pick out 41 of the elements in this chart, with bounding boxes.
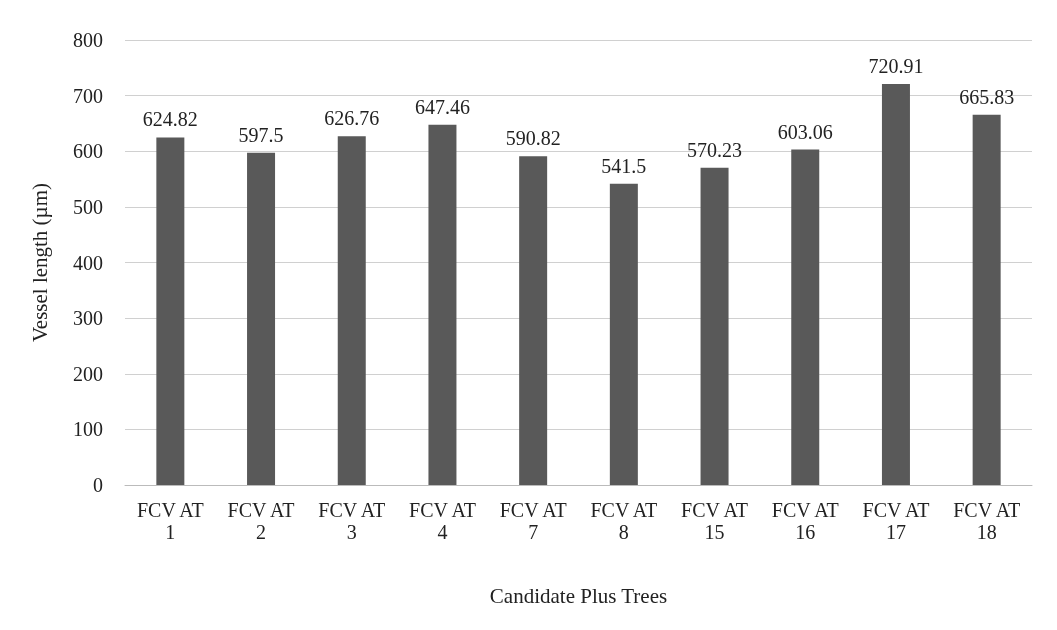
y-tick-label: 300	[73, 307, 103, 330]
x-tick-label: FCV AT 3	[318, 499, 386, 543]
bar	[247, 152, 276, 485]
bar	[881, 83, 910, 485]
x-axis-title: Candidate Plus Trees	[489, 583, 668, 608]
data-label: 624.82	[142, 108, 198, 131]
data-label: 665.83	[959, 85, 1015, 108]
bar	[791, 149, 820, 485]
data-label: 603.06	[777, 120, 833, 143]
bar	[609, 183, 638, 485]
y-tick-label: 800	[73, 29, 103, 51]
x-tick-label: FCV AT 8	[590, 499, 658, 543]
bar	[156, 137, 185, 485]
x-tick-label: FCV AT 16	[771, 499, 839, 543]
y-tick-label: 0	[93, 474, 103, 496]
y-axis-title: Vessel length (µm)	[27, 182, 52, 343]
y-tick-label: 700	[73, 84, 103, 107]
y-tick-label: 400	[73, 251, 103, 274]
x-tick-label: FCV AT 2	[227, 499, 295, 543]
x-tick-label: FCV AT 1	[136, 499, 204, 543]
data-label: 647.46	[414, 95, 470, 118]
x-tick-label: FCV AT 18	[953, 499, 1021, 543]
y-tick-label: 600	[73, 140, 103, 163]
y-tick-label: 500	[73, 195, 103, 218]
bar	[428, 124, 457, 485]
data-label: 541.5	[601, 154, 647, 177]
bar	[700, 167, 729, 485]
bar	[337, 136, 366, 485]
bar	[972, 114, 1001, 485]
data-label: 590.82	[505, 127, 561, 150]
x-tick-label: FCV AT 15	[681, 499, 748, 543]
data-label: 597.5	[238, 123, 284, 146]
data-label: 570.23	[687, 138, 743, 161]
data-label: 720.91	[868, 54, 924, 77]
x-tick-label: FCV AT 7	[499, 499, 567, 543]
y-tick-label: 200	[73, 362, 103, 385]
x-tick-label: FCV AT 4	[409, 499, 476, 543]
x-tick-label: FCV AT 17	[862, 499, 930, 543]
bar	[519, 156, 548, 485]
data-label: 626.76	[324, 107, 380, 130]
y-tick-label: 100	[73, 418, 103, 441]
